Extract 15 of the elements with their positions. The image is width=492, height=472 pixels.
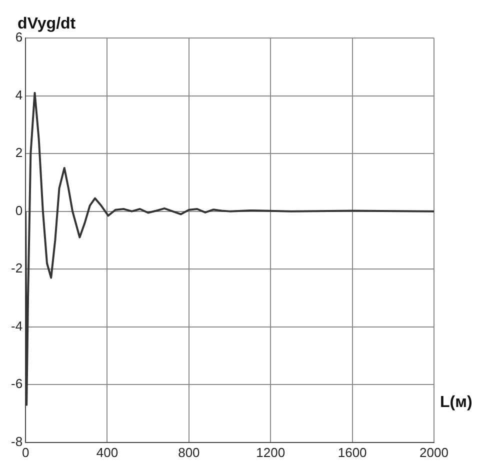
- x-tick-label: 1600: [338, 444, 367, 460]
- x-tick-label: 800: [178, 444, 200, 460]
- x-tick-label: 2000: [420, 444, 448, 460]
- y-tick-label: 6: [15, 30, 23, 45]
- y-tick-label: -2: [10, 260, 23, 276]
- y-tick-label: 2: [15, 145, 23, 160]
- y-tick-label: 0: [15, 202, 23, 218]
- y-tick-label: 4: [15, 87, 23, 102]
- y-tick-label: -6: [10, 376, 23, 392]
- y-axis-title: dVyg/dt: [18, 15, 76, 32]
- x-axis-title: L(м): [440, 394, 472, 411]
- x-tick-label: 400: [96, 444, 118, 460]
- y-tick-label: -8: [10, 434, 23, 449]
- y-tick-label: -4: [10, 318, 23, 334]
- x-tick-label: 1200: [256, 444, 286, 460]
